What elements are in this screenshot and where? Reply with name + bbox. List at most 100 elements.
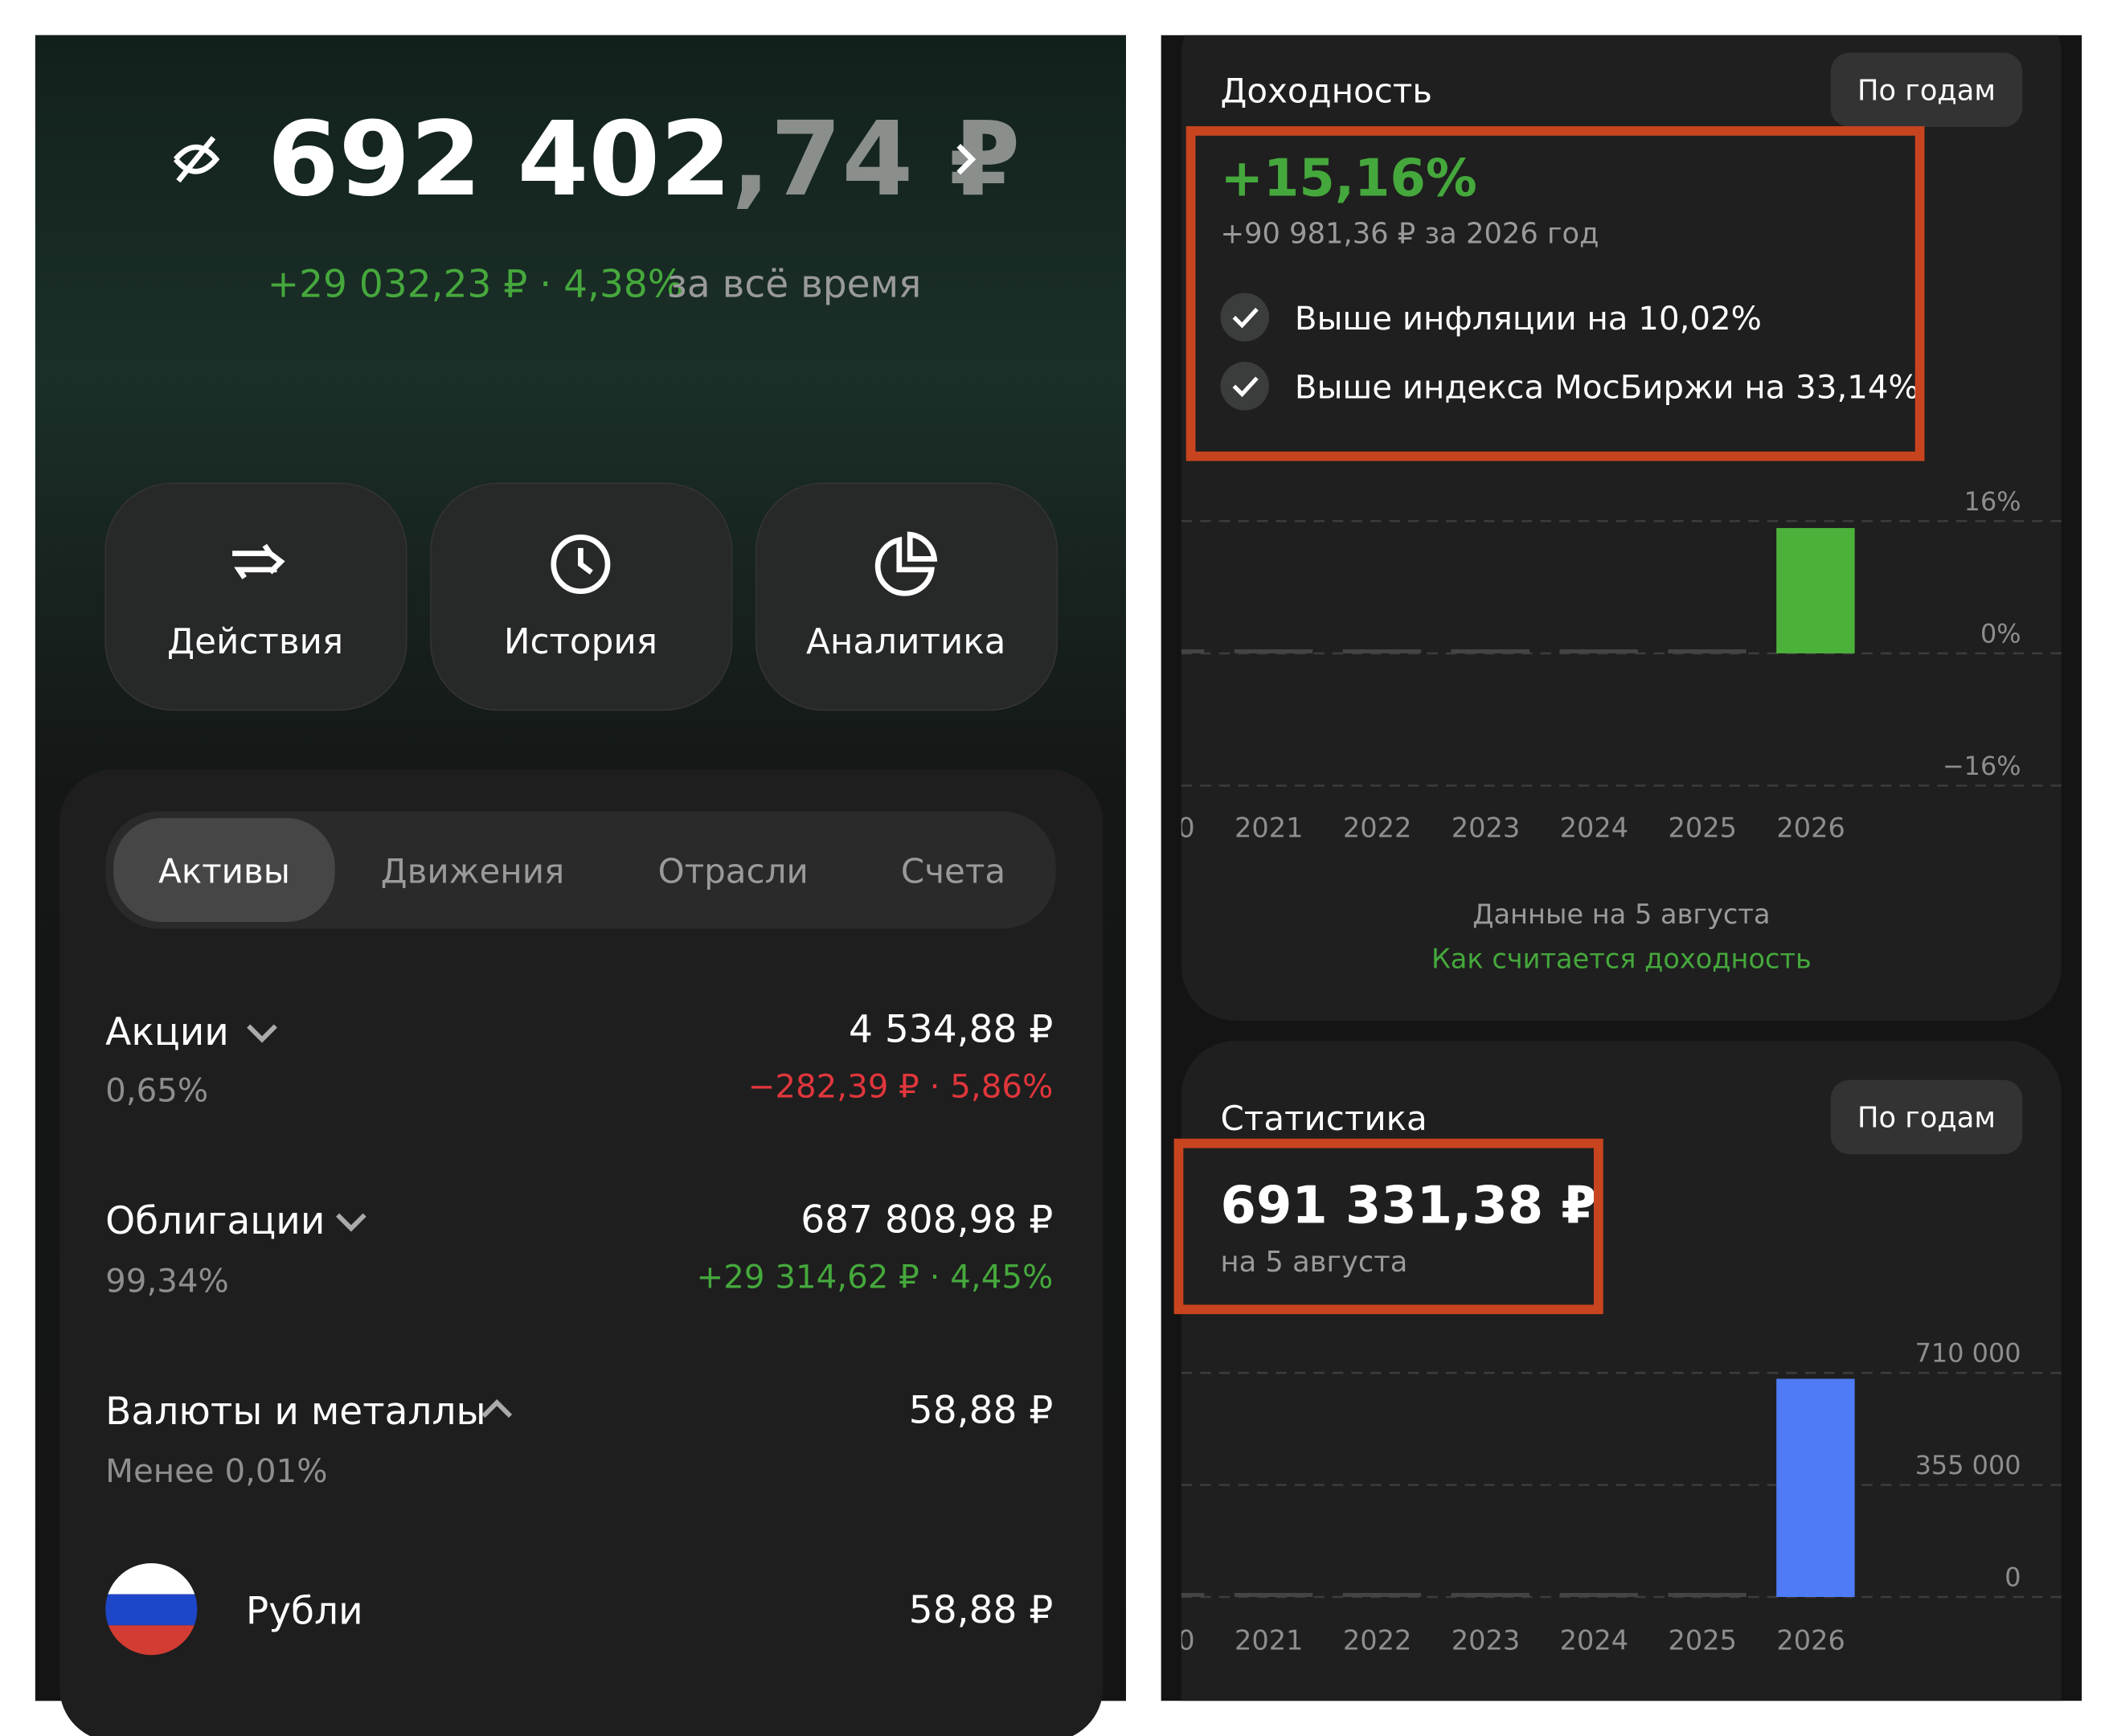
bar — [1776, 527, 1855, 653]
asset-value: 687 808,98 ₽ — [801, 1198, 1053, 1242]
x-tick-label: 2021 — [1235, 1625, 1303, 1656]
bar — [1451, 649, 1530, 653]
top-margin — [1161, 0, 2082, 35]
balance-period: за всё время — [667, 263, 921, 307]
x-tick-label: 2023 — [1452, 812, 1520, 843]
action-label: Действия — [167, 621, 343, 662]
bar — [1234, 649, 1313, 653]
returns-chart: 16% 0% −16% 0 2021 2022 2023 2024 2025 2026 — [1177, 486, 2062, 843]
asset-change: +29 314,62 ₽ · 4,45% — [697, 1258, 1054, 1296]
bar — [1451, 1592, 1530, 1597]
bar — [1668, 1592, 1746, 1597]
x-tick-label: 2026 — [1776, 812, 1845, 843]
tab-bar — [105, 811, 1056, 929]
returns-card — [1181, 0, 2062, 1021]
bar — [1342, 649, 1422, 653]
highlight-box — [1185, 126, 1925, 461]
x-tick-label: 2022 — [1343, 1625, 1411, 1656]
check-mark — [1232, 307, 1259, 329]
x-tick-label: 2021 — [1235, 812, 1303, 843]
bar — [1668, 649, 1746, 653]
highlight-box — [1173, 1138, 1603, 1315]
asset-name[interactable]: Валюты и металлы — [105, 1390, 485, 1434]
y-tick-label: 355 000 — [1915, 1450, 2021, 1480]
x-tick-label: 2023 — [1452, 1625, 1520, 1656]
x-tick-label: 2024 — [1560, 812, 1628, 843]
action-label: Аналитика — [806, 621, 1005, 662]
chevron[interactable] — [956, 144, 977, 175]
return-amount: +90 981,36 ₽ за 2026 год — [1221, 217, 1599, 250]
active-tab[interactable] — [113, 817, 335, 923]
currency-name: Рубли — [246, 1590, 363, 1634]
x-tick-label: 0 — [1177, 1625, 1194, 1656]
section-title: Статистика — [1221, 1099, 1427, 1138]
asset-change: −282,39 ₽ · 5,86% — [748, 1068, 1054, 1106]
statistics-chart: 710 000 355 000 0 0 2021 2022 2023 2024 2025 2026 — [1177, 1338, 2062, 1656]
check-icon — [1220, 362, 1270, 411]
balance: 692 402,74 ₽ — [268, 100, 1021, 219]
balance-main: 692 402 — [268, 100, 731, 219]
period-button-label[interactable]: По годам — [1857, 1101, 1996, 1134]
bar — [1181, 1592, 1205, 1597]
actions-icon — [232, 543, 285, 579]
bar — [1234, 1592, 1313, 1597]
y-tick-label: 0% — [1980, 619, 2021, 649]
action-button[interactable] — [104, 482, 407, 711]
action-label: История — [504, 621, 657, 662]
x-tick-label: 0 — [1177, 812, 1194, 843]
stat-value: 691 331,38 ₽ — [1221, 1177, 1597, 1236]
stat-date: на 5 августа — [1221, 1246, 1408, 1279]
y-tick-label: 710 000 — [1915, 1338, 2021, 1369]
asset-name[interactable]: Акции — [105, 1010, 229, 1054]
method-link[interactable]: Как считается доходность — [1431, 943, 1812, 974]
y-tick-label: −16% — [1943, 751, 2021, 781]
check-text: Выше индекса МосБиржи на 33,14% — [1295, 368, 1919, 406]
period-button[interactable] — [1830, 1079, 2023, 1155]
bar — [1559, 649, 1638, 653]
x-tick-label: 2026 — [1776, 1625, 1845, 1656]
tab[interactable]: Активы — [158, 851, 290, 891]
check-icon — [1220, 293, 1270, 342]
tab[interactable]: Счета — [901, 851, 1005, 891]
expand-icon[interactable] — [247, 1024, 277, 1043]
history-icon — [551, 534, 611, 595]
currency-value: 58,88 ₽ — [909, 1588, 1053, 1632]
x-tick-label: 2025 — [1669, 812, 1737, 843]
asset-share: 99,34% — [105, 1262, 229, 1300]
collapse-icon[interactable] — [481, 1398, 513, 1419]
x-tick-label: 2024 — [1560, 1625, 1628, 1656]
check-mark — [1232, 376, 1259, 398]
bar — [1776, 1378, 1855, 1597]
balance-fraction: ,74 ₽ — [731, 100, 1020, 219]
section-title: Доходность — [1221, 72, 1432, 111]
period-button-label[interactable]: По годам — [1857, 74, 1996, 107]
analytics-icon — [874, 531, 938, 596]
bar — [1342, 1592, 1422, 1597]
expand-icon[interactable] — [336, 1213, 366, 1232]
asset-share: 0,65% — [105, 1072, 208, 1110]
hide-icon[interactable] — [173, 136, 220, 183]
action-button[interactable] — [755, 482, 1058, 711]
tab[interactable]: Движения — [381, 851, 564, 891]
asset-value: 4 534,88 ₽ — [849, 1008, 1053, 1052]
asset-name[interactable]: Облигации — [105, 1199, 325, 1243]
action-button[interactable] — [430, 482, 733, 711]
action-buttons: Действия История Аналитика — [104, 482, 1058, 711]
x-tick-label: 2022 — [1343, 812, 1411, 843]
data-note: Данные на 5 августа — [1472, 899, 1770, 930]
assets-card — [59, 769, 1104, 1736]
x-tick-label: 2025 — [1669, 1625, 1737, 1656]
period-button[interactable] — [1830, 52, 2023, 127]
tab[interactable]: Отрасли — [658, 851, 809, 891]
asset-share: Менее 0,01% — [105, 1452, 327, 1490]
bar — [1559, 1592, 1638, 1597]
bottom-margin — [1161, 1701, 2082, 1736]
asset-value: 58,88 ₽ — [909, 1388, 1053, 1432]
return-percent: +15,16% — [1221, 149, 1477, 209]
bar — [1181, 649, 1205, 653]
y-tick-label: 16% — [1964, 486, 2021, 517]
balance-change: +29 032,23 ₽ · 4,38% — [268, 263, 684, 307]
check-text: Выше инфляции на 10,02% — [1295, 300, 1762, 338]
y-tick-label: 0 — [2004, 1562, 2021, 1593]
